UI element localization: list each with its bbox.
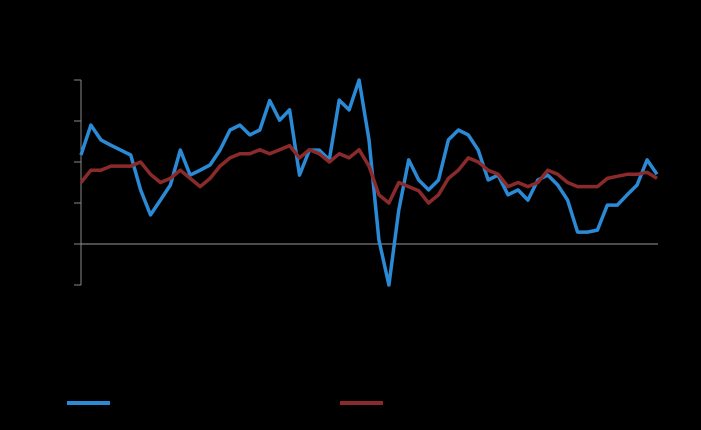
series-line (79, 78, 659, 287)
series-line (79, 143, 658, 205)
